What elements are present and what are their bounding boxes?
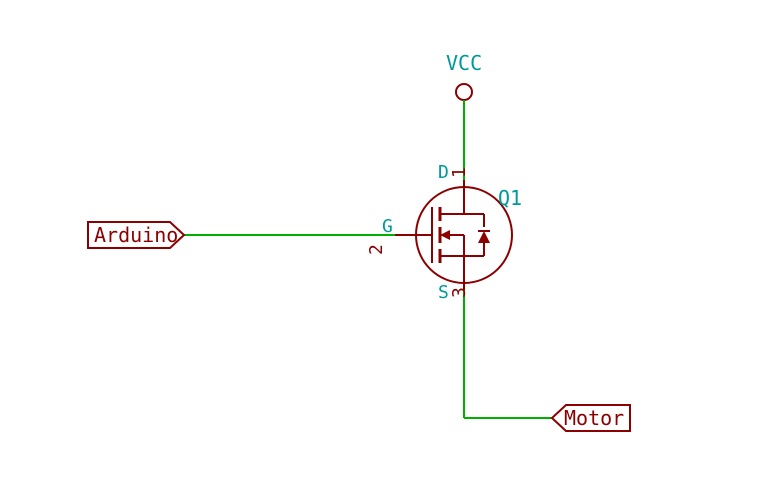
schematic-canvas: VCC Arduino Motor Q1 D G S 1 2 3 <box>0 0 764 503</box>
vcc-terminal <box>456 84 472 100</box>
mosfet-q1 <box>395 180 512 290</box>
motor-net-tag: Motor <box>552 405 630 431</box>
pin-s-label: S <box>438 282 449 303</box>
pin-d-label: D <box>438 162 449 183</box>
vcc-label: VCC <box>446 51 482 75</box>
motor-net-label: Motor <box>564 406 624 430</box>
pin-g-label: G <box>382 216 393 237</box>
pin-2-number: 2 <box>366 244 387 255</box>
pin-3-number: 3 <box>449 287 470 298</box>
arduino-net-label: Arduino <box>94 223 178 247</box>
arduino-net-tag: Arduino <box>88 222 184 248</box>
pin-1-number: 1 <box>449 167 470 178</box>
transistor-reference: Q1 <box>498 186 522 210</box>
